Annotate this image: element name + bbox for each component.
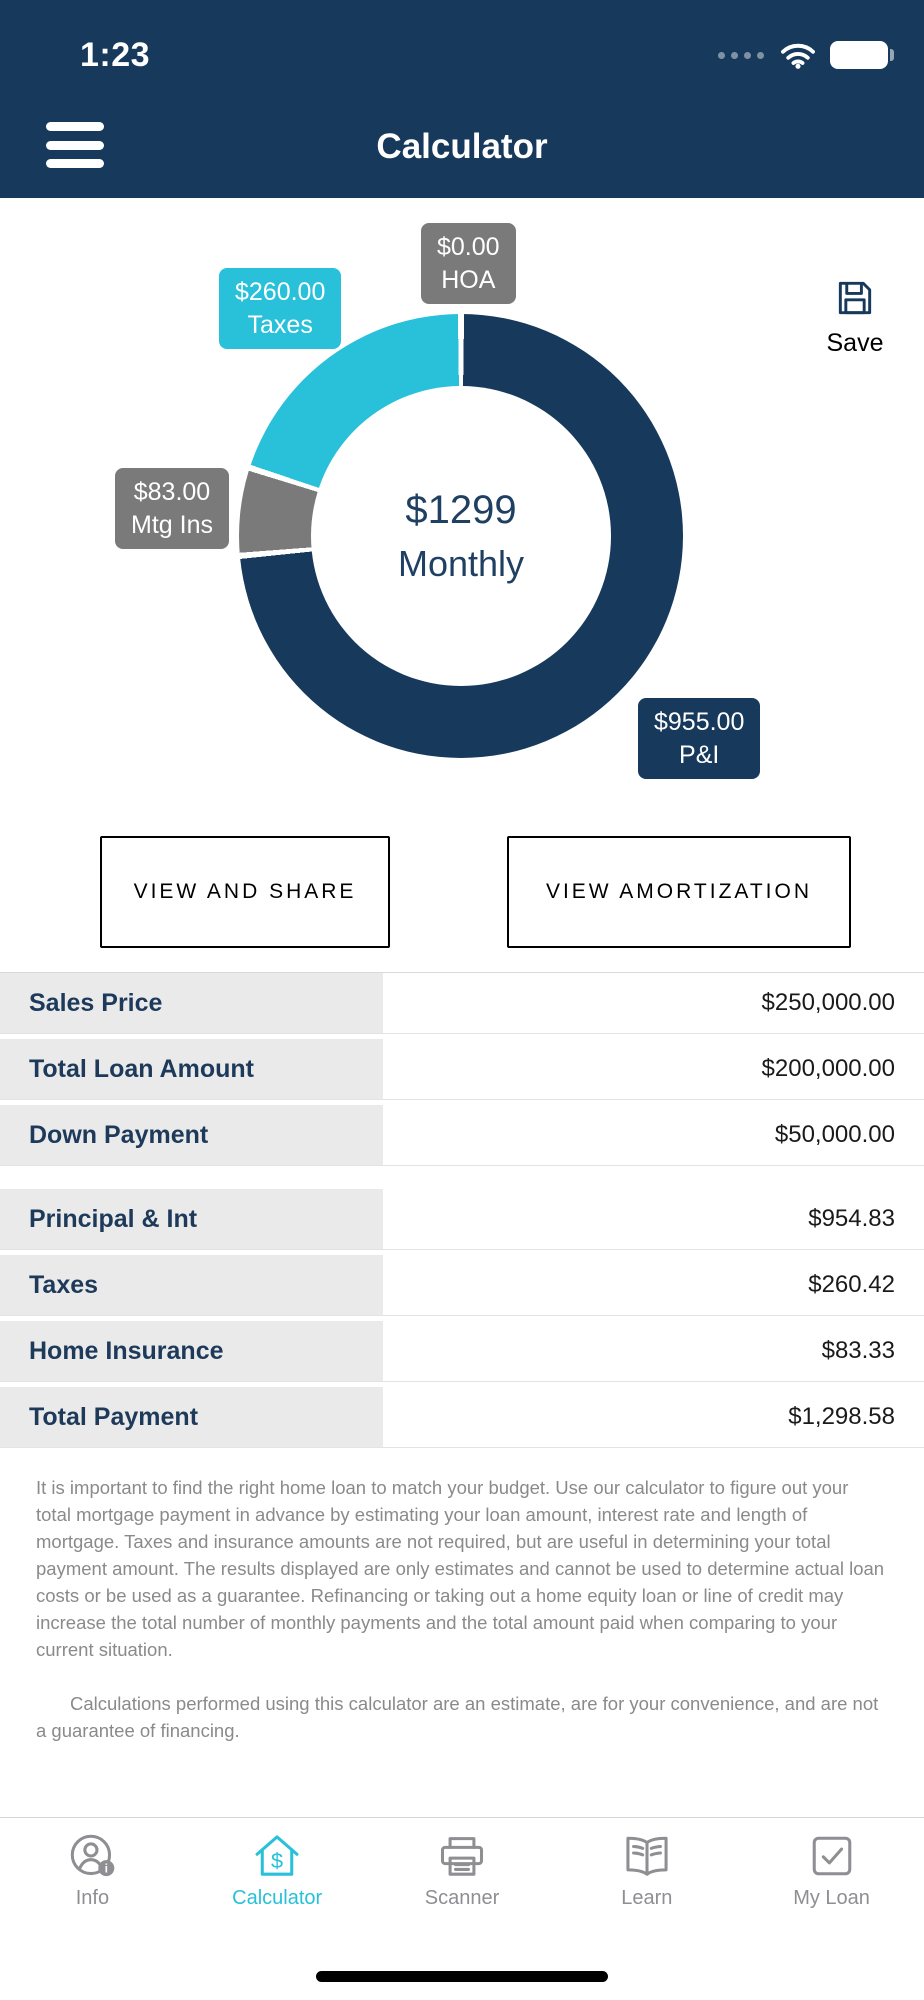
- badge-pi-amount: $955.00: [654, 708, 745, 736]
- disclaimer-paragraph-1: It is important to find the right home l…: [36, 1477, 885, 1660]
- row-label: Taxes: [0, 1255, 383, 1315]
- badge-taxes-amount: $260.00: [235, 278, 326, 306]
- open-book-icon: [626, 1836, 668, 1876]
- wifi-icon: [781, 43, 815, 69]
- svg-text:i: i: [105, 1861, 108, 1875]
- badge-hoa-amount: $0.00: [437, 233, 500, 261]
- tab-my-loan-label: My Loan: [793, 1887, 870, 1909]
- table-row-home-insurance[interactable]: Home Insurance $83.33: [0, 1321, 924, 1382]
- tab-scanner[interactable]: Scanner: [370, 1830, 555, 1910]
- tab-info[interactable]: i Info: [0, 1830, 185, 1910]
- badge-hoa-label: HOA: [441, 265, 496, 294]
- tab-learn-label: Learn: [621, 1887, 673, 1909]
- view-and-share-button[interactable]: VIEW AND SHARE: [100, 836, 390, 948]
- tab-scanner-label: Scanner: [424, 1887, 500, 1909]
- page-title: Calculator: [376, 127, 548, 166]
- tab-learn[interactable]: Learn: [554, 1830, 739, 1910]
- row-label: Total Payment: [0, 1387, 383, 1447]
- donut-center-value: $1299: [405, 487, 517, 532]
- row-label: Principal & Int: [0, 1189, 383, 1249]
- menu-button[interactable]: [46, 122, 104, 168]
- battery-icon: [830, 41, 894, 69]
- row-label: Home Insurance: [0, 1321, 383, 1381]
- table-group-spacer: [0, 1171, 924, 1189]
- table-row-total-loan-amount[interactable]: Total Loan Amount $200,000.00: [0, 1039, 924, 1100]
- row-value: $1,298.58: [788, 1403, 895, 1430]
- hamburger-icon: [46, 122, 104, 131]
- tab-calculator[interactable]: $ Calculator: [185, 1830, 370, 1910]
- table-row-total-payment[interactable]: Total Payment $1,298.58: [0, 1387, 924, 1448]
- tab-info-label: Info: [75, 1887, 110, 1909]
- row-value: $83.33: [821, 1337, 895, 1364]
- row-value: $50,000.00: [774, 1121, 895, 1148]
- checkmark-document-icon: [812, 1836, 851, 1876]
- table-row-down-payment[interactable]: Down Payment $50,000.00: [0, 1105, 924, 1166]
- row-value: $200,000.00: [761, 1055, 895, 1082]
- donut-center: $1299 Monthly: [239, 314, 683, 758]
- badge-taxes-label: Taxes: [247, 310, 313, 339]
- tab-bar-items: i Info $ Calculator: [0, 1818, 924, 1910]
- donut-center-label: Monthly: [397, 542, 525, 584]
- summary-table: Sales Price $250,000.00 Total Loan Amoun…: [0, 972, 924, 1448]
- row-label: Down Payment: [0, 1105, 383, 1165]
- badge-pi-label: P&I: [679, 740, 720, 769]
- cellular-signal-icon: [718, 51, 764, 59]
- printer-icon: [440, 1837, 484, 1876]
- nav-bar: Calculator: [0, 96, 924, 198]
- badge-pi: $955.00 P&I: [638, 698, 761, 779]
- row-value: $250,000.00: [761, 989, 895, 1016]
- disclaimer-text: It is important to find the right home l…: [36, 1474, 888, 1744]
- badge-mtg-ins-amount: $83.00: [133, 478, 211, 506]
- status-icons: [718, 41, 894, 69]
- action-buttons: VIEW AND SHARE VIEW AMORTIZATION: [100, 836, 851, 948]
- save-button[interactable]: Save: [810, 276, 900, 358]
- home-indicator[interactable]: [316, 1971, 608, 1982]
- badge-hoa: $0.00 HOA: [421, 223, 516, 304]
- tab-bar: i Info $ Calculator: [0, 1817, 924, 2000]
- payment-donut-chart: $1299 Monthly: [239, 314, 683, 758]
- row-label: Total Loan Amount: [0, 1039, 383, 1099]
- table-row-sales-price[interactable]: Sales Price $250,000.00: [0, 973, 924, 1034]
- tab-calculator-label: Calculator: [232, 1887, 323, 1909]
- payment-chart-section: $1299 Monthly $0.00 HOA $260.00 Taxes $8…: [0, 198, 924, 836]
- tab-my-loan[interactable]: My Loan: [739, 1830, 924, 1910]
- badge-taxes: $260.00 Taxes: [219, 268, 342, 349]
- save-icon: [838, 281, 872, 315]
- disclaimer-paragraph-2: Calculations performed using this calcul…: [36, 1693, 879, 1741]
- badge-mtg-ins: $83.00 Mtg Ins: [115, 468, 229, 549]
- row-value: $954.83: [808, 1205, 895, 1232]
- badge-mtg-ins-label: Mtg Ins: [131, 510, 213, 539]
- table-row-principal-int[interactable]: Principal & Int $954.83: [0, 1189, 924, 1250]
- status-bar: 1:23: [0, 0, 924, 96]
- calculator-house-icon: $: [255, 1835, 299, 1876]
- table-row-taxes[interactable]: Taxes $260.42: [0, 1255, 924, 1316]
- row-label: Sales Price: [0, 973, 383, 1033]
- donut-hole: [311, 386, 611, 686]
- info-icon: i: [71, 1834, 115, 1877]
- svg-text:$: $: [271, 1848, 283, 1873]
- status-time: 1:23: [80, 35, 151, 74]
- save-button-label: Save: [826, 329, 884, 357]
- view-amortization-button[interactable]: VIEW AMORTIZATION: [507, 836, 851, 948]
- row-value: $260.42: [808, 1271, 895, 1298]
